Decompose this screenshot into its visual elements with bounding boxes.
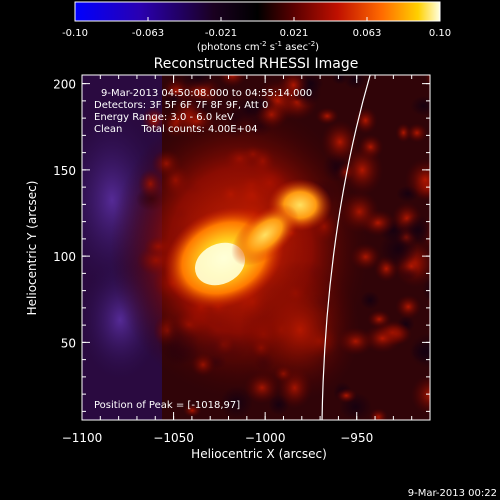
- colorbar-tick-label: 0.021: [280, 28, 309, 39]
- mottle-spot: [335, 388, 357, 404]
- y-axis-ticks: 50 100 150 200: [53, 78, 430, 412]
- timestamp: 9-Mar-2013 00:22: [408, 488, 497, 499]
- mottle-spot: [183, 403, 202, 418]
- colorbar-tick-label: -0.063: [132, 28, 164, 39]
- y-tick-label: 50: [61, 336, 76, 350]
- mottle-spot: [368, 408, 388, 420]
- mottle-spot: [426, 160, 430, 173]
- colorbar-gradient: [74, 1, 441, 22]
- plot-title: Reconstructed RHESSI Image: [154, 56, 359, 72]
- mottle-spot: [395, 123, 412, 143]
- plot-frame: [81, 74, 431, 421]
- annotation-energy: Energy Range: 3.0 - 6.0 keV: [94, 112, 234, 123]
- mottle-spot: [406, 123, 428, 143]
- y-axis-label: Heliocentric Y (arcsec): [25, 181, 39, 316]
- x-axis-ticks: −1100 −1050 −1000 −950: [62, 75, 431, 445]
- annotation-time-range: 9-Mar-2013 04:50:08.000 to 04:55:14.000: [101, 88, 312, 99]
- mottle-spot: [353, 107, 378, 134]
- solar-limb: [321, 75, 371, 420]
- y-tick-label: 100: [53, 250, 76, 264]
- mottle-spot: [360, 291, 380, 310]
- mottle-spot: [410, 95, 430, 116]
- colorbar-tick-label: -0.10: [62, 28, 88, 39]
- colorbar-tick-label: 0.10: [429, 28, 451, 39]
- y-tick-label: 150: [53, 164, 76, 178]
- flare-bridge: [231, 204, 299, 266]
- mottle-spot: [404, 158, 430, 202]
- mottle-spot: [181, 75, 215, 91]
- x-axis-label: Heliocentric X (arcsec): [191, 447, 327, 461]
- mottle-spot: [409, 332, 430, 369]
- mottle-spot: [277, 75, 310, 102]
- mottle-spot: [343, 75, 367, 90]
- mottle-spot: [141, 106, 167, 134]
- mottle-spot: [410, 374, 430, 416]
- x-tick-label: −950: [340, 431, 373, 445]
- image-area: [82, 72, 448, 420]
- colorbar: -0.10 -0.063 -0.021 0.021 0.063 0.10 (photons…: [62, 1, 451, 53]
- x-tick-label: −1050: [153, 431, 194, 445]
- mottle-spot: [431, 72, 448, 88]
- annotation-detectors: Detectors: 3F 5F 6F 7F 8F 9F, Att 0: [94, 100, 268, 111]
- mottle-spot: [379, 230, 418, 269]
- colorbar-unit-label: (photons cm-2 s-1 asec-2): [197, 40, 319, 53]
- source-halo-outer: [240, 260, 360, 400]
- mottle-spot: [315, 107, 339, 125]
- mottle-spot: [422, 277, 430, 303]
- colorbar-tick-labels: -0.10 -0.063 -0.021 0.021 0.063 0.10: [62, 28, 451, 39]
- annotation-peak: Position of Peak = [-1018,97]: [94, 400, 240, 411]
- y-tick-label: 200: [53, 78, 76, 92]
- annotation-clean: Clean Total counts: 4.00E+04: [94, 124, 258, 135]
- colorbar-ticks: [74, 17, 441, 21]
- mottle-spot: [331, 75, 349, 85]
- mottle-spot: [395, 294, 422, 319]
- colorbar-tick-label: 0.063: [353, 28, 382, 39]
- mottle-spot: [218, 75, 247, 88]
- mottle-spot: [363, 324, 402, 353]
- mottle-spot: [424, 75, 430, 87]
- x-tick-label: −1000: [245, 431, 286, 445]
- x-tick-label: −1100: [62, 431, 103, 445]
- colorbar-tick-label: -0.021: [205, 28, 237, 39]
